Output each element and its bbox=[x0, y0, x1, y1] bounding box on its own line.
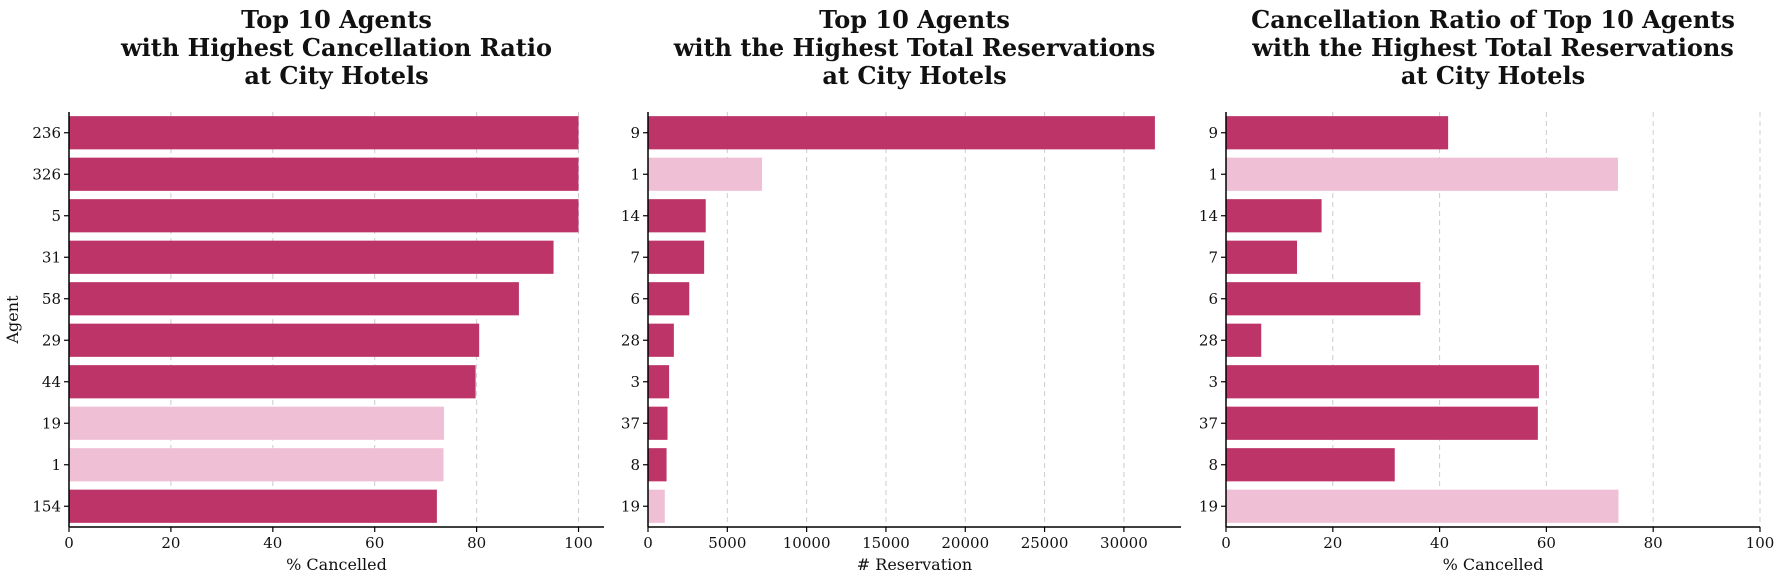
bar-agent-7 bbox=[1226, 240, 1298, 274]
x-tick-label: 80 bbox=[467, 534, 486, 552]
bar-agent-1 bbox=[648, 157, 763, 191]
bar-agent-58 bbox=[69, 282, 519, 316]
bar-agent-1 bbox=[69, 448, 444, 482]
chart-title-line: at City Hotels bbox=[822, 61, 1006, 90]
y-tick-label: 1 bbox=[630, 165, 640, 183]
y-tick-label: 37 bbox=[621, 414, 640, 432]
y-tick-label: 8 bbox=[630, 456, 640, 474]
chart-title-line: Top 10 Agents bbox=[819, 5, 1010, 34]
y-tick-label: 14 bbox=[621, 207, 640, 225]
x-tick-label: 0 bbox=[1221, 534, 1231, 552]
bar-agent-28 bbox=[648, 323, 674, 357]
x-axis-label: % Cancelled bbox=[1443, 555, 1544, 574]
y-tick-label: 1 bbox=[51, 456, 61, 474]
bar-agent-8 bbox=[1226, 448, 1395, 482]
chart-title-line: at City Hotels bbox=[1401, 61, 1585, 90]
x-tick-label: 60 bbox=[365, 534, 384, 552]
y-tick-label: 44 bbox=[42, 373, 61, 391]
y-axis-label: Agent bbox=[3, 295, 22, 345]
chart-title-line: with Highest Cancellation Ratio bbox=[120, 33, 552, 62]
x-tick-label: 0 bbox=[64, 534, 74, 552]
x-tick-label: 15000 bbox=[862, 534, 910, 552]
bar-agent-1 bbox=[1226, 157, 1618, 191]
x-tick-label: 20 bbox=[161, 534, 180, 552]
bar-agent-14 bbox=[1226, 199, 1322, 233]
chart-panel-3: 9 1 14 7 6 28 3 37 8 19 0 20 40 60 80 100 % Cancelled Can… bbox=[1199, 5, 1774, 574]
bar-agent-14 bbox=[648, 199, 706, 233]
bar-agent-28 bbox=[1226, 323, 1262, 357]
x-tick-label: 100 bbox=[564, 534, 593, 552]
x-tick-label: 10000 bbox=[783, 534, 831, 552]
y-tick-label: 8 bbox=[1208, 456, 1218, 474]
chart-panel-2: 9 1 14 7 6 28 3 37 8 19 0 5000 10000 15000 20000 25000 3… bbox=[621, 5, 1181, 574]
chart-title-line: with the Highest Total Reservations bbox=[673, 33, 1156, 62]
x-tick-label: 60 bbox=[1537, 534, 1556, 552]
chart-title-line: at City Hotels bbox=[244, 61, 428, 90]
chart-title-line: Top 10 Agents bbox=[241, 5, 432, 34]
y-tick-label: 154 bbox=[32, 497, 61, 515]
y-tick-label: 19 bbox=[42, 414, 61, 432]
bar-agent-6 bbox=[1226, 282, 1421, 316]
bar-agent-236 bbox=[69, 116, 579, 150]
y-tick-label: 28 bbox=[1199, 331, 1218, 349]
bar-agent-19 bbox=[1226, 489, 1619, 523]
bar-agent-5 bbox=[69, 199, 579, 233]
x-tick-label: 20000 bbox=[941, 534, 989, 552]
y-tick-label: 37 bbox=[1199, 414, 1218, 432]
x-tick-label: 40 bbox=[1430, 534, 1449, 552]
y-tick-label: 236 bbox=[32, 124, 61, 142]
x-tick-label: 25000 bbox=[1021, 534, 1069, 552]
y-tick-label: 31 bbox=[42, 248, 61, 266]
x-tick-label: 30000 bbox=[1100, 534, 1148, 552]
x-tick-label: 5000 bbox=[708, 534, 746, 552]
y-tick-label: 5 bbox=[51, 207, 61, 225]
x-tick-label: 100 bbox=[1746, 534, 1775, 552]
y-tick-label: 3 bbox=[1208, 373, 1218, 391]
x-tick-label: 40 bbox=[263, 534, 282, 552]
y-tick-label: 19 bbox=[621, 497, 640, 515]
x-tick-label: 80 bbox=[1644, 534, 1663, 552]
y-tick-label: 7 bbox=[630, 248, 640, 266]
bar-agent-8 bbox=[648, 448, 667, 482]
y-tick-label: 29 bbox=[42, 331, 61, 349]
x-axis-label: # Reservation bbox=[857, 555, 972, 574]
bar-agent-326 bbox=[69, 157, 579, 191]
x-tick-label: 20 bbox=[1323, 534, 1342, 552]
bar-agent-19 bbox=[69, 406, 445, 440]
y-tick-label: 9 bbox=[1208, 124, 1218, 142]
bar-agent-37 bbox=[1226, 406, 1538, 440]
bar-agent-29 bbox=[69, 323, 480, 357]
y-tick-label: 6 bbox=[630, 290, 640, 308]
bar-agent-9 bbox=[1226, 116, 1449, 150]
bar-agent-9 bbox=[648, 116, 1155, 150]
y-tick-label: 28 bbox=[621, 331, 640, 349]
chart-title-line: Cancellation Ratio of Top 10 Agents bbox=[1251, 5, 1735, 34]
bar-agent-31 bbox=[69, 240, 554, 274]
bar-agent-3 bbox=[1226, 365, 1539, 399]
y-tick-label: 14 bbox=[1199, 207, 1218, 225]
y-tick-label: 326 bbox=[32, 165, 61, 183]
bar-agent-44 bbox=[69, 365, 476, 399]
y-tick-label: 6 bbox=[1208, 290, 1218, 308]
y-tick-label: 9 bbox=[630, 124, 640, 142]
y-tick-label: 19 bbox=[1199, 497, 1218, 515]
bar-agent-154 bbox=[69, 489, 437, 523]
bar-agent-3 bbox=[648, 365, 670, 399]
bar-agent-37 bbox=[648, 406, 668, 440]
y-tick-label: 1 bbox=[1208, 165, 1218, 183]
bar-agent-6 bbox=[648, 282, 690, 316]
y-tick-label: 58 bbox=[42, 290, 61, 308]
bar-agent-7 bbox=[648, 240, 705, 274]
x-tick-label: 0 bbox=[643, 534, 653, 552]
chart-panel-1: 236 326 5 31 58 29 44 19 1 154 0 20 40 60 80 100 % Cance… bbox=[3, 5, 604, 574]
bar-agent-19 bbox=[648, 489, 665, 523]
chart-title-line: with the Highest Total Reservations bbox=[1251, 33, 1734, 62]
y-tick-label: 3 bbox=[630, 373, 640, 391]
x-axis-label: % Cancelled bbox=[286, 555, 387, 574]
y-tick-label: 7 bbox=[1208, 248, 1218, 266]
